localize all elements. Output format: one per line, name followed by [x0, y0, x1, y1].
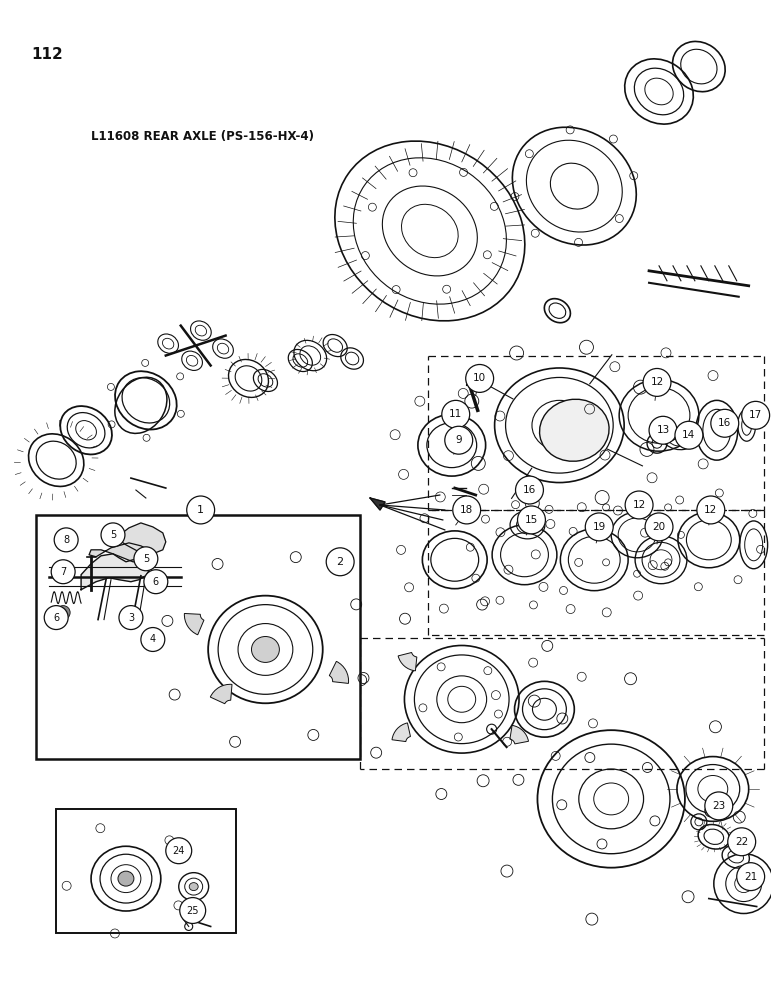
Ellipse shape	[540, 399, 609, 461]
Text: 12: 12	[650, 377, 664, 387]
Circle shape	[742, 401, 770, 429]
Circle shape	[736, 863, 764, 891]
Text: 20: 20	[652, 522, 665, 532]
Text: 15: 15	[525, 515, 538, 525]
Polygon shape	[89, 543, 149, 562]
Text: 9: 9	[455, 435, 462, 445]
Circle shape	[517, 506, 546, 534]
Wedge shape	[330, 661, 349, 683]
Text: 8: 8	[63, 535, 69, 545]
Text: 14: 14	[682, 430, 696, 440]
Text: 10: 10	[473, 373, 486, 383]
Ellipse shape	[189, 883, 198, 891]
Circle shape	[44, 606, 68, 630]
Text: 18: 18	[460, 505, 473, 515]
Text: 5: 5	[110, 530, 116, 540]
Circle shape	[180, 898, 205, 923]
Text: 112: 112	[32, 47, 63, 62]
Text: 4: 4	[150, 634, 156, 644]
Wedge shape	[210, 684, 232, 704]
Circle shape	[728, 828, 756, 856]
Text: 2: 2	[337, 557, 344, 567]
Wedge shape	[510, 725, 529, 744]
Wedge shape	[185, 613, 204, 635]
Wedge shape	[392, 723, 411, 742]
Circle shape	[585, 513, 613, 541]
Circle shape	[643, 368, 671, 396]
Circle shape	[466, 364, 493, 392]
Circle shape	[144, 570, 168, 594]
Text: L11608 REAR AXLE (PS-156-HX-4): L11608 REAR AXLE (PS-156-HX-4)	[91, 130, 314, 143]
Circle shape	[134, 547, 157, 571]
Text: 7: 7	[60, 567, 66, 577]
Circle shape	[101, 523, 125, 547]
Text: 11: 11	[449, 409, 462, 419]
Text: 6: 6	[153, 577, 159, 587]
Text: 24: 24	[173, 846, 185, 856]
Text: 22: 22	[735, 837, 748, 847]
Text: 25: 25	[187, 906, 199, 916]
Circle shape	[516, 476, 543, 504]
Wedge shape	[398, 652, 417, 671]
Text: 19: 19	[593, 522, 606, 532]
Ellipse shape	[252, 637, 279, 662]
Circle shape	[54, 528, 78, 552]
Text: 16: 16	[523, 485, 536, 495]
Text: 6: 6	[53, 613, 59, 623]
Circle shape	[141, 628, 164, 651]
Circle shape	[452, 496, 481, 524]
Text: 21: 21	[744, 872, 757, 882]
Circle shape	[645, 513, 673, 541]
Circle shape	[187, 496, 215, 524]
Text: 17: 17	[749, 410, 762, 420]
Circle shape	[675, 421, 703, 449]
Circle shape	[697, 496, 725, 524]
Circle shape	[625, 491, 653, 519]
Polygon shape	[81, 554, 149, 590]
Text: 23: 23	[713, 801, 726, 811]
Circle shape	[119, 606, 143, 630]
Circle shape	[442, 400, 469, 428]
Circle shape	[705, 792, 733, 820]
Text: 12: 12	[704, 505, 717, 515]
Text: 1: 1	[197, 505, 204, 515]
Circle shape	[445, 426, 472, 454]
Circle shape	[56, 606, 70, 620]
Bar	[56, 809, 235, 933]
Bar	[36, 515, 360, 759]
Text: 12: 12	[632, 500, 645, 510]
Circle shape	[711, 409, 739, 437]
Text: 5: 5	[143, 554, 149, 564]
Circle shape	[51, 560, 75, 584]
Circle shape	[327, 548, 354, 576]
Text: 13: 13	[656, 425, 669, 435]
Text: 3: 3	[128, 613, 134, 623]
Circle shape	[166, 838, 191, 864]
Polygon shape	[116, 523, 166, 554]
Polygon shape	[370, 498, 385, 510]
Ellipse shape	[118, 871, 134, 886]
Text: 16: 16	[718, 418, 731, 428]
Circle shape	[649, 416, 677, 444]
